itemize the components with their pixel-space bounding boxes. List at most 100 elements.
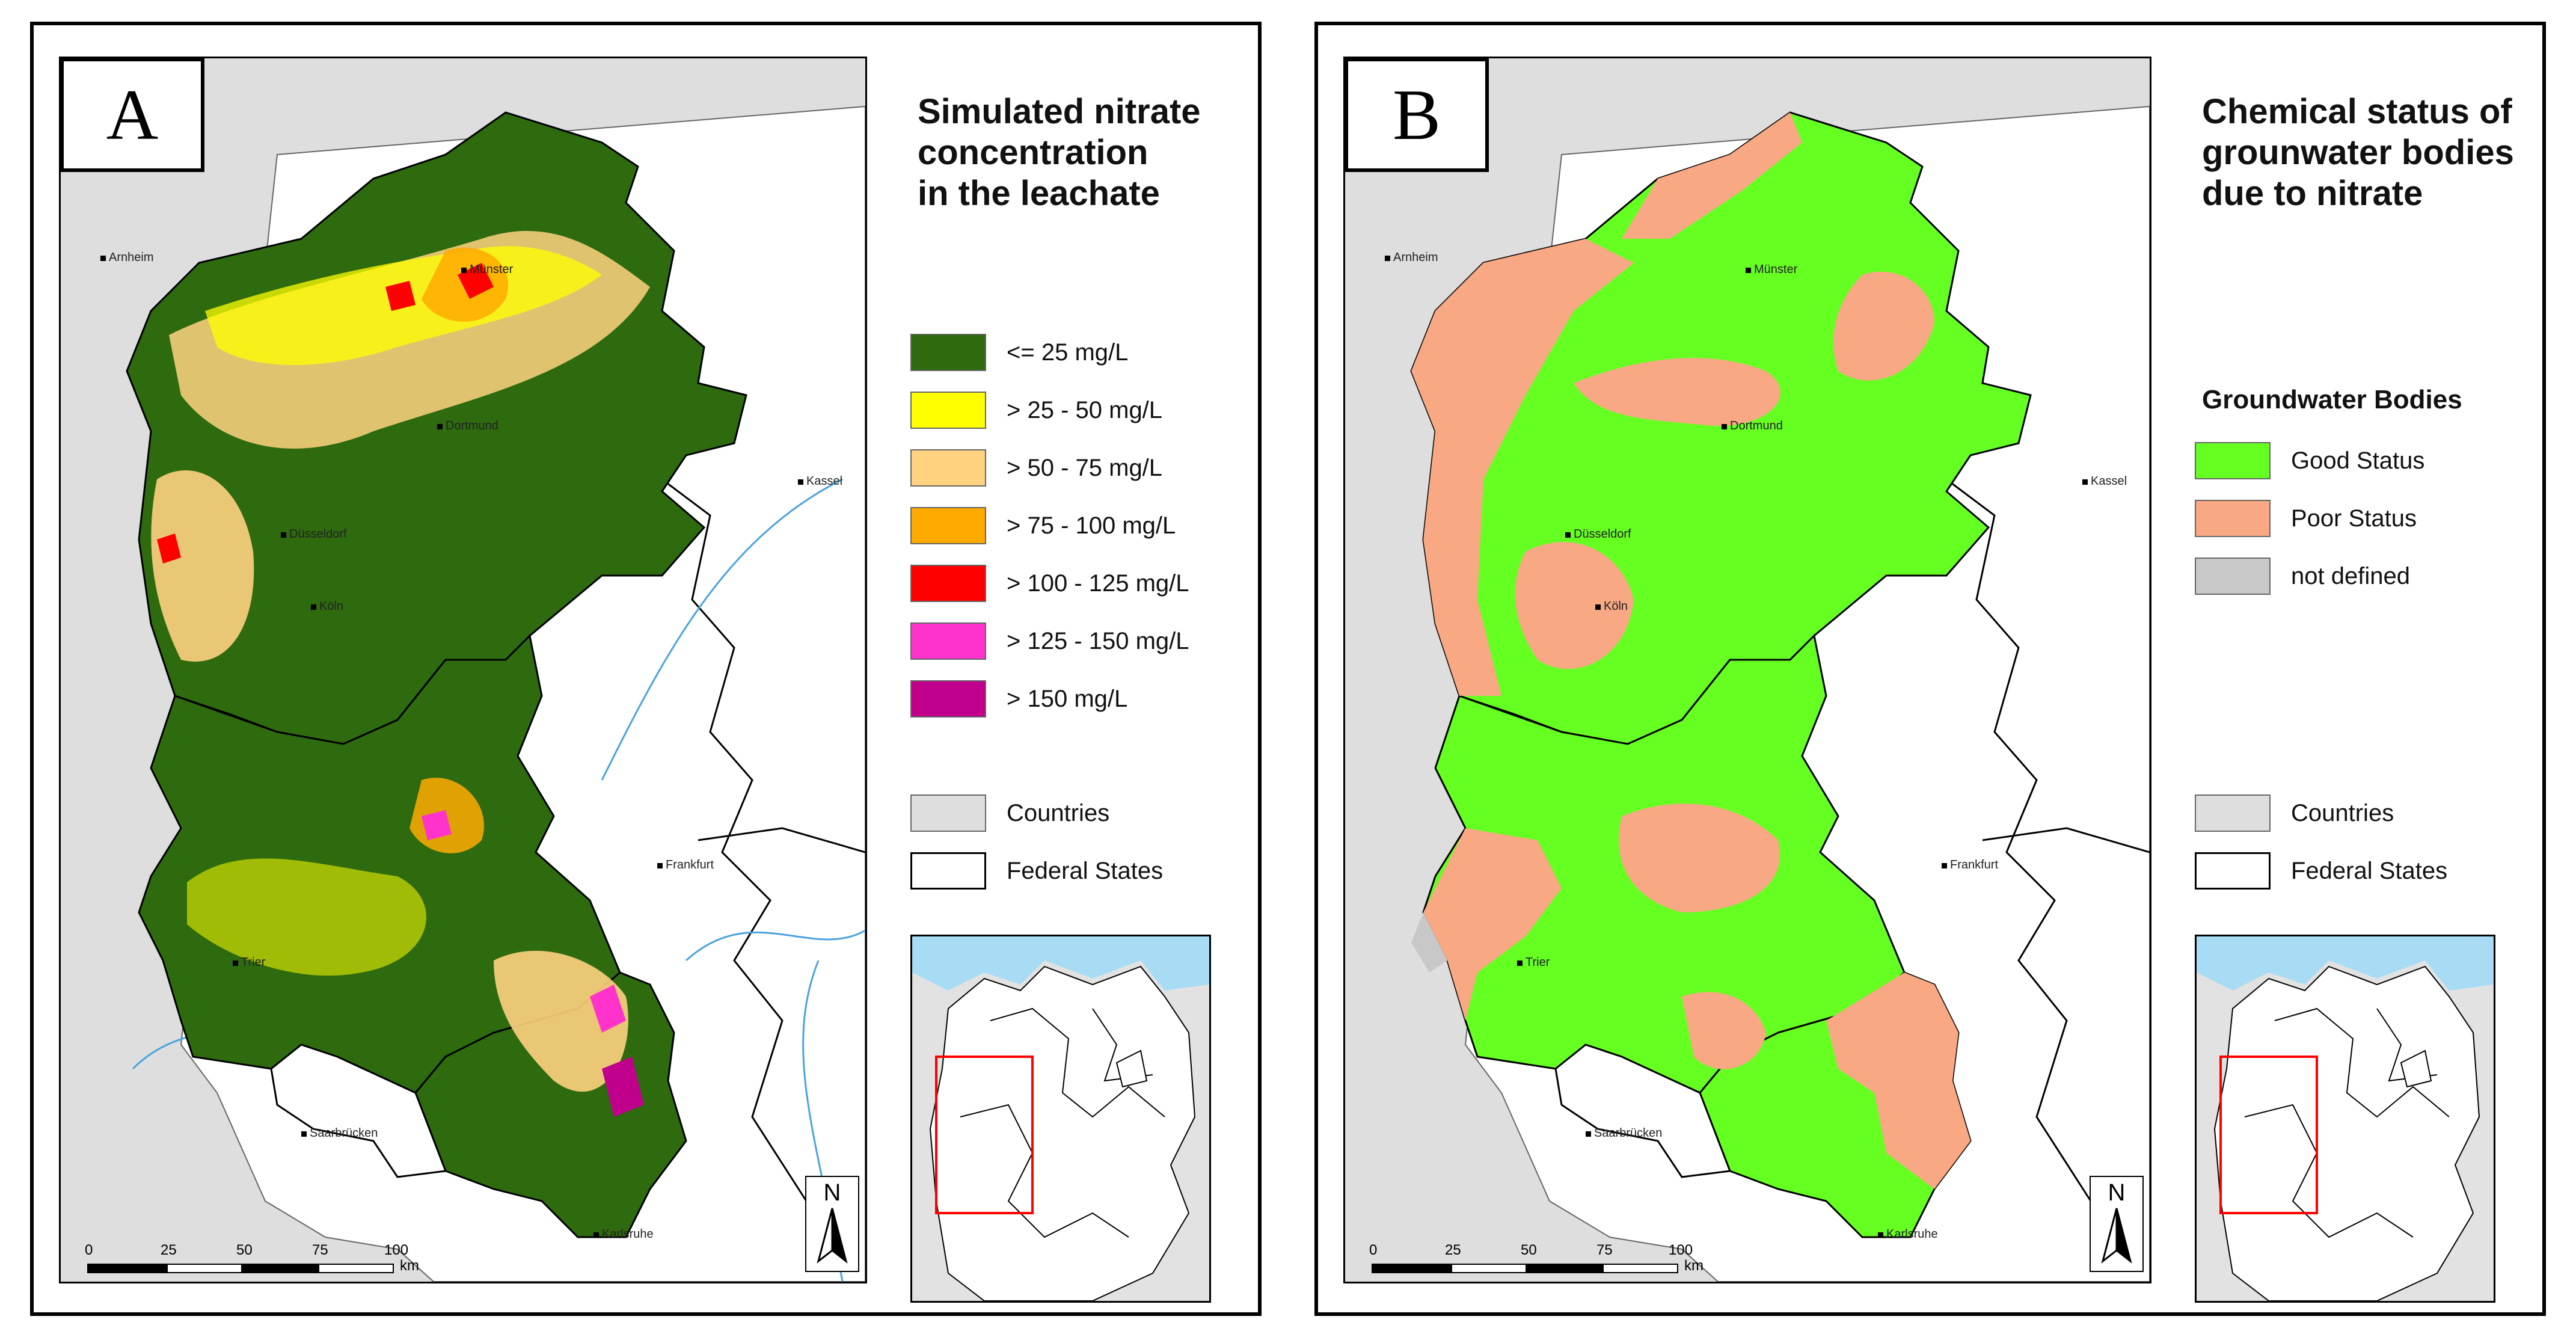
germany-inset-svg bbox=[2197, 936, 2494, 1301]
legend-title-line: grounwater bodies bbox=[2202, 133, 2514, 172]
city-label: Trier bbox=[1516, 956, 1550, 969]
legend-item-federal-states: Federal States bbox=[910, 852, 1163, 890]
scale-tick: 25 bbox=[161, 1242, 177, 1258]
scale-unit: km bbox=[1684, 1258, 1704, 1274]
legend-title-line: due to nitrate bbox=[2202, 174, 2423, 213]
city-label: Köln bbox=[1595, 600, 1628, 613]
nitrate-map: Arnheim Münster Dortmund Kassel Düsseldo… bbox=[59, 57, 867, 1283]
scale-tick: 0 bbox=[1369, 1242, 1378, 1258]
legend-item: Good Status bbox=[2195, 441, 2424, 480]
city-label: Dortmund bbox=[1722, 419, 1783, 432]
city-label: Kassel bbox=[797, 475, 843, 488]
city-label: Düsseldorf bbox=[281, 527, 347, 541]
scale-tick: 0 bbox=[85, 1242, 93, 1258]
legend-label: > 125 - 150 mg/L bbox=[1007, 627, 1189, 654]
legend-swatch bbox=[910, 622, 986, 660]
scale-segment bbox=[1451, 1264, 1527, 1273]
scale-bar: 0 25 50 75 100 km bbox=[1363, 1242, 1736, 1278]
legend-label: Federal States bbox=[1007, 857, 1164, 884]
scale-tick: 75 bbox=[1596, 1242, 1613, 1258]
city-label: Münster bbox=[1745, 263, 1798, 276]
north-arrow: N bbox=[2090, 1176, 2144, 1272]
scale-tick: 25 bbox=[1445, 1242, 1461, 1258]
city-label: Dortmund bbox=[437, 419, 498, 432]
panel-letter: A bbox=[60, 58, 204, 172]
legend-label: Countries bbox=[2291, 799, 2394, 826]
legend-title: Simulated nitrate concentration in the l… bbox=[918, 91, 1254, 214]
legend-swatch bbox=[910, 794, 986, 832]
legend-item: > 50 - 75 mg/L bbox=[910, 449, 1162, 487]
scale-bar: 0 25 50 75 100 km bbox=[79, 1242, 452, 1278]
legend-title-line: Simulated nitrate bbox=[918, 92, 1201, 131]
legend-label: > 75 - 100 mg/L bbox=[1007, 512, 1176, 539]
panel-a: Arnheim Münster Dortmund Kassel Düsseldo… bbox=[30, 22, 1262, 1316]
north-arrow: N bbox=[805, 1176, 859, 1272]
legend-swatch bbox=[910, 852, 986, 890]
legend-item: > 100 - 125 mg/L bbox=[910, 564, 1189, 603]
groundwater-status-map: Arnheim Münster Dortmund Kassel Düsseldo… bbox=[1343, 57, 2151, 1283]
scale-tick: 75 bbox=[312, 1242, 328, 1258]
legend-swatch bbox=[2195, 794, 2271, 832]
city-label: Frankfurt bbox=[1941, 858, 1999, 871]
legend-item: <= 25 mg/L bbox=[910, 333, 1128, 372]
city-label: Arnheim bbox=[100, 251, 154, 264]
legend-title-line: Chemical status of bbox=[2202, 92, 2512, 131]
legend-label: > 25 - 50 mg/L bbox=[1007, 396, 1163, 423]
legend-label: Countries bbox=[1007, 799, 1110, 826]
legend-item-countries: Countries bbox=[2195, 794, 2394, 832]
legend-item: > 25 - 50 mg/L bbox=[910, 391, 1162, 429]
scale-tick: 100 bbox=[384, 1242, 409, 1258]
city-label: Kassel bbox=[2082, 475, 2127, 488]
scale-segment bbox=[1602, 1264, 1678, 1273]
legend-label: > 100 - 125 mg/L bbox=[1007, 570, 1189, 597]
city-label: Karlsruhe bbox=[1878, 1228, 1938, 1241]
legend-swatch bbox=[2195, 442, 2271, 479]
legend-label: <= 25 mg/L bbox=[1007, 339, 1129, 366]
legend-title: Chemical status of grounwater bodies due… bbox=[2202, 91, 2539, 214]
germany-inset-map bbox=[2195, 935, 2495, 1303]
north-arrow-icon bbox=[817, 1208, 848, 1264]
city-label: Düsseldorf bbox=[1565, 527, 1631, 541]
scale-segment bbox=[242, 1264, 318, 1273]
legend-label: not defined bbox=[2291, 562, 2410, 589]
legend-item-countries: Countries bbox=[910, 794, 1109, 832]
city-label: Saarbrücken bbox=[1585, 1126, 1663, 1140]
scale-unit: km bbox=[400, 1258, 419, 1274]
legend-item: > 150 mg/L bbox=[910, 680, 1127, 718]
legend-item: Poor Status bbox=[2195, 499, 2417, 538]
north-arrow-icon bbox=[2101, 1208, 2132, 1264]
scale-segment bbox=[167, 1264, 242, 1273]
germany-inset-map bbox=[910, 935, 1211, 1303]
city-label: Münster bbox=[461, 263, 514, 276]
legend-item: > 125 - 150 mg/L bbox=[910, 622, 1189, 660]
legend-swatch bbox=[2195, 852, 2271, 890]
city-label: Trier bbox=[232, 956, 266, 969]
city-label: Köln bbox=[310, 600, 344, 613]
legend-swatch bbox=[910, 507, 986, 544]
city-label: Frankfurt bbox=[657, 858, 714, 871]
north-label: N bbox=[823, 1179, 841, 1206]
legend-swatch bbox=[910, 334, 986, 371]
nitrate-map-svg bbox=[61, 58, 865, 1282]
legend-swatch bbox=[910, 449, 986, 487]
legend-swatch bbox=[910, 565, 986, 602]
legend-swatch bbox=[910, 680, 986, 718]
legend-label: Federal States bbox=[2291, 857, 2448, 884]
scale-tick: 50 bbox=[1521, 1242, 1537, 1258]
legend-item: not defined bbox=[2195, 557, 2410, 595]
groundwater-status-map-svg bbox=[1345, 58, 2150, 1282]
legend-item: > 75 - 100 mg/L bbox=[910, 506, 1176, 545]
scale-segment bbox=[318, 1264, 394, 1273]
panel-b: Arnheim Münster Dortmund Kassel Düsseldo… bbox=[1314, 22, 2546, 1316]
scale-tick: 50 bbox=[236, 1242, 253, 1258]
panel-letter: B bbox=[1345, 58, 1489, 172]
legend-label: > 150 mg/L bbox=[1007, 685, 1128, 712]
city-label: Karlsruhe bbox=[593, 1228, 654, 1241]
scale-segment bbox=[1372, 1264, 1451, 1273]
legend-label: > 50 - 75 mg/L bbox=[1007, 454, 1163, 481]
legend-label: Poor Status bbox=[2291, 505, 2417, 532]
scale-segment bbox=[1527, 1264, 1602, 1273]
city-label: Arnheim bbox=[1384, 251, 1438, 264]
legend-swatch bbox=[910, 392, 986, 429]
germany-inset-svg bbox=[912, 936, 1209, 1301]
